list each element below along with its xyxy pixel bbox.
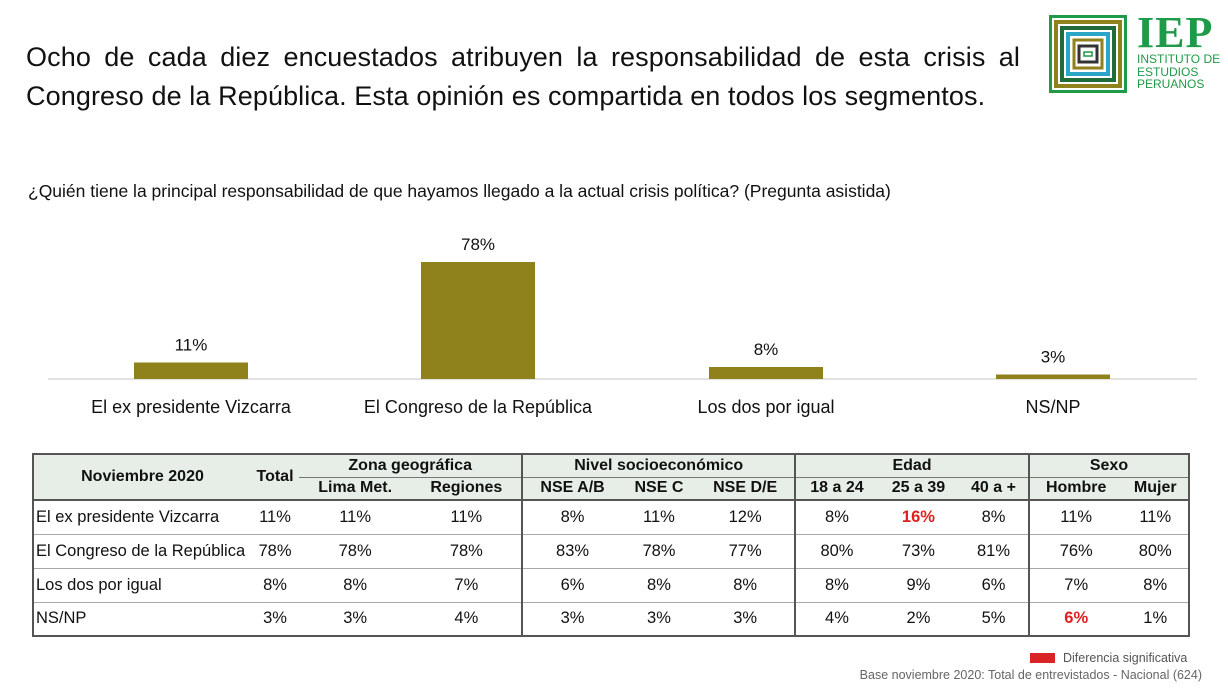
table-cell: 8% — [1122, 567, 1189, 602]
bar-value-label: 3% — [1041, 348, 1066, 367]
table-cell: 78% — [299, 533, 412, 568]
table-cell: 8% — [959, 499, 1029, 534]
table-row: El Congreso de la República 78% 78% 78% 83% 7… — [33, 533, 1189, 568]
table-cell: 3% — [299, 601, 412, 636]
table-cell: 8% — [251, 567, 299, 602]
row-label: NS/NP — [33, 601, 251, 636]
table-group-header: Zona geográfica — [299, 454, 523, 478]
table-row: Los dos por igual 8% 8% 7% 6% 8% 8% 8% 9% 6% 7% 8% — [33, 567, 1189, 602]
table-group-header: Edad — [794, 454, 1029, 478]
table-column-header: 40 a + — [959, 477, 1029, 500]
bar-4 — [996, 374, 1110, 379]
iep-logo: IEP INSTITUTO DE ESTUDIOS PERUANOS — [1049, 11, 1224, 95]
base-note: Base noviembre 2020: Total de entrevista… — [859, 668, 1202, 682]
row-label: El Congreso de la República — [33, 533, 251, 568]
table-cell: 8% — [521, 499, 622, 534]
logo-subtitle: INSTITUTO DE ESTUDIOS PERUANOS — [1137, 53, 1220, 91]
table-cell-significant: 6% — [1027, 601, 1123, 636]
table-cell: 73% — [877, 533, 960, 568]
table-cell: 3% — [621, 601, 697, 636]
table-column-header: Lima Met. — [299, 477, 412, 500]
table-column-header: 18 a 24 — [794, 477, 878, 500]
table-cell: 2% — [877, 601, 960, 636]
bar-1 — [134, 362, 248, 379]
crosstab-table: Noviembre 2020 Total Zona geográfica Nive… — [32, 453, 1190, 637]
row-label: El ex presidente Vizcarra — [33, 499, 251, 534]
table-cell: 11% — [251, 499, 299, 534]
table-cell: 11% — [1122, 499, 1189, 534]
bar-value-label: 78% — [461, 235, 495, 254]
table-total-header: Total — [251, 454, 299, 500]
logo-line-3: PERUANOS — [1137, 77, 1205, 91]
table-cell: 78% — [251, 533, 299, 568]
table-cell: 8% — [794, 499, 878, 534]
table-group-header: Sexo — [1027, 454, 1189, 478]
table-column-header: NSE D/E — [696, 477, 796, 500]
crosstab-table-wrapper: Noviembre 2020 Total Zona geográfica Nive… — [32, 453, 1190, 637]
table-cell: 4% — [794, 601, 878, 636]
table-cell: 8% — [621, 567, 697, 602]
bar-value-label: 11% — [175, 336, 208, 355]
table-cell: 11% — [299, 499, 412, 534]
significance-swatch — [1030, 653, 1055, 663]
bar-chart: 11% El ex presidente Vizcarra 78% El Congre… — [48, 235, 1197, 417]
table-cell: 80% — [794, 533, 878, 568]
table-cell: 1% — [1122, 601, 1189, 636]
table-cell: 80% — [1122, 533, 1189, 568]
category-label: Los dos por igual — [697, 397, 834, 417]
table-cell: 9% — [877, 567, 960, 602]
table-cell: 8% — [696, 567, 796, 602]
table-cell: 7% — [411, 567, 523, 602]
logo-line-1: INSTITUTO DE — [1137, 52, 1221, 66]
table-cell: 81% — [959, 533, 1029, 568]
table-cell: 77% — [696, 533, 796, 568]
table-cell: 12% — [696, 499, 796, 534]
bar-value-label: 8% — [754, 340, 779, 359]
table-corner-header: Noviembre 2020 — [33, 454, 251, 500]
logo-line-2: ESTUDIOS — [1137, 64, 1199, 79]
table-column-header: NSE A/B — [521, 477, 622, 500]
survey-question: ¿Quién tiene la principal responsabilida… — [28, 181, 891, 201]
table-cell: 11% — [621, 499, 697, 534]
table-cell: 8% — [299, 567, 412, 602]
table-cell: 76% — [1027, 533, 1123, 568]
table-cell: 78% — [411, 533, 523, 568]
table-column-header: Regiones — [411, 477, 523, 500]
category-label: El Congreso de la República — [364, 397, 593, 417]
bar-3 — [709, 367, 823, 379]
category-label: El ex presidente Vizcarra — [91, 397, 292, 417]
table-cell: 6% — [959, 567, 1029, 602]
table-cell: 4% — [411, 601, 523, 636]
table-cell: 7% — [1027, 567, 1123, 602]
significance-legend: Diferencia significativa — [1030, 651, 1187, 665]
table-cell-significant: 16% — [877, 499, 960, 534]
table-column-header: NSE C — [621, 477, 697, 500]
table-column-header: Mujer — [1122, 477, 1189, 500]
table-cell: 3% — [251, 601, 299, 636]
significance-legend-label: Diferencia significativa — [1063, 651, 1188, 665]
table-cell: 11% — [411, 499, 523, 534]
table-row: El ex presidente Vizcarra 11% 11% 11% 8% 11% 1… — [33, 499, 1189, 534]
bar-2 — [421, 262, 535, 379]
category-label: NS/NP — [1025, 397, 1080, 417]
iep-logo-icon — [1049, 15, 1127, 93]
table-cell: 83% — [521, 533, 622, 568]
table-column-header: Hombre — [1027, 477, 1123, 500]
slide-headline: Ocho de cada diez encuestados atribuyen … — [26, 42, 1020, 111]
table-cell: 8% — [794, 567, 878, 602]
table-cell: 3% — [696, 601, 796, 636]
table-cell: 11% — [1027, 499, 1123, 534]
logo-acronym: IEP — [1137, 8, 1214, 57]
row-label: Los dos por igual — [33, 567, 251, 602]
table-cell: 78% — [621, 533, 697, 568]
table-cell: 6% — [521, 567, 622, 602]
table-group-header: Nivel socioeconómico — [521, 454, 796, 478]
table-column-header: 25 a 39 — [877, 477, 960, 500]
table-row: NS/NP 3% 3% 4% 3% 3% 3% 4% 2% 5% 6% 1% — [33, 601, 1189, 636]
table-cell: 3% — [521, 601, 622, 636]
table-cell: 5% — [959, 601, 1029, 636]
